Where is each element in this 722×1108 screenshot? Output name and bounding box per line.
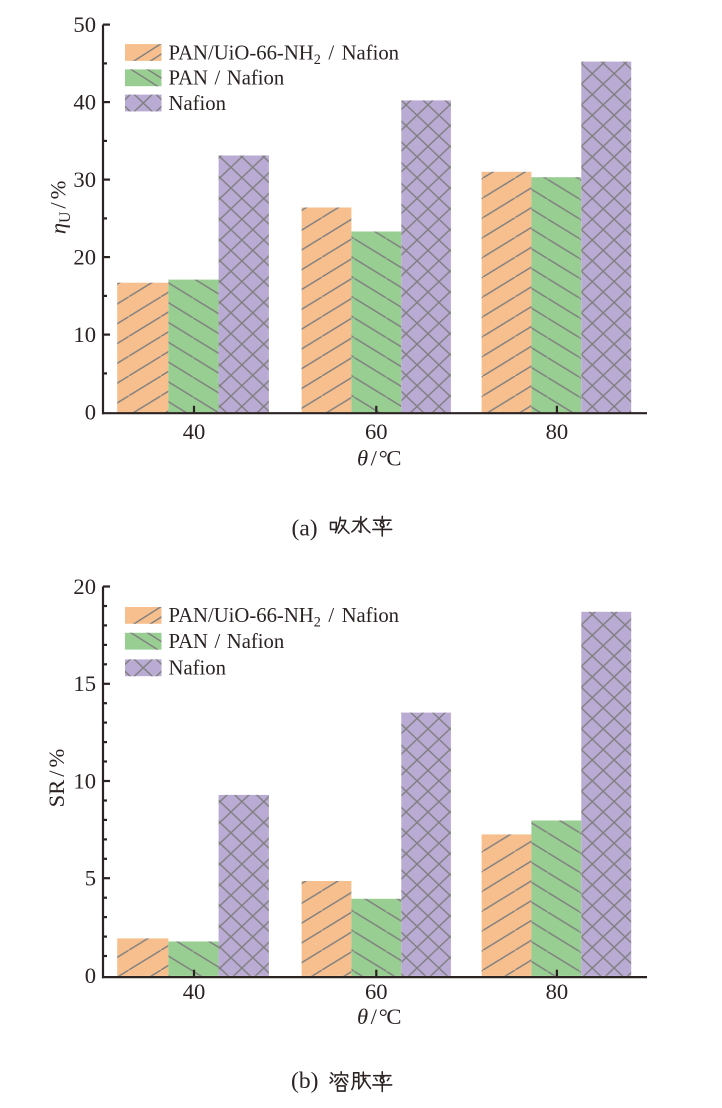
svg-text:80: 80 <box>546 419 569 444</box>
svg-text:80: 80 <box>546 979 569 1004</box>
svg-text:0: 0 <box>85 400 96 425</box>
svg-text:40: 40 <box>73 90 96 115</box>
svg-text:10: 10 <box>73 768 96 793</box>
svg-text:40: 40 <box>183 979 206 1004</box>
svg-text:15: 15 <box>73 671 96 696</box>
svg-text:/: / <box>371 1004 378 1029</box>
svg-text:20: 20 <box>73 574 96 599</box>
svg-text:PAN/Nafion: PAN / Nafion <box>169 68 285 90</box>
svg-text:PAN/Nafion: PAN / Nafion <box>169 631 285 653</box>
svg-text:60: 60 <box>365 979 388 1004</box>
svg-text:5: 5 <box>85 866 96 891</box>
svg-text:θ: θ <box>357 1004 368 1029</box>
svg-text:/: / <box>371 445 378 470</box>
svg-text:30: 30 <box>73 167 96 192</box>
svg-text:Nafion: Nafion <box>169 658 227 680</box>
svg-text:0: 0 <box>85 963 96 988</box>
svg-text:60: 60 <box>365 419 388 444</box>
svg-text:°C: °C <box>379 445 401 470</box>
svg-text:10: 10 <box>73 322 96 347</box>
svg-text:ηU/%: ηU/% <box>46 180 75 234</box>
svg-text:(a): (a) <box>292 515 318 541</box>
svg-text:°C: °C <box>379 1004 401 1029</box>
svg-text:20: 20 <box>73 245 96 270</box>
svg-text:θ: θ <box>357 445 368 470</box>
svg-text:PAN/UiO-66-NH2/Nafion: PAN/UiO-66-NH2/Nafion <box>169 42 400 68</box>
svg-text:Nafion: Nafion <box>169 93 227 115</box>
svg-text:(b): (b) <box>291 1068 318 1094</box>
svg-text:PAN/UiO-66-NH2/Nafion: PAN/UiO-66-NH2/Nafion <box>169 605 400 631</box>
svg-text:50: 50 <box>73 12 96 37</box>
svg-text:40: 40 <box>183 419 206 444</box>
